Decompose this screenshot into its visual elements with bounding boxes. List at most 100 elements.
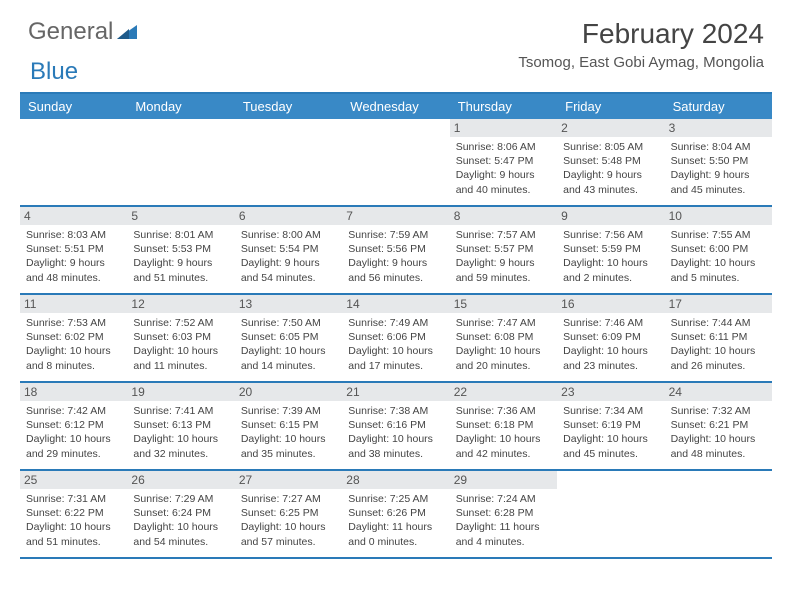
day-number: 2: [557, 119, 664, 137]
sun-info: Sunrise: 7:53 AMSunset: 6:02 PMDaylight:…: [26, 316, 121, 373]
title-block: February 2024 Tsomog, East Gobi Aymag, M…: [518, 18, 764, 71]
day-cell: 13 Sunrise: 7:50 AMSunset: 6:05 PMDayligh…: [235, 295, 342, 381]
empty-cell: [665, 471, 772, 557]
day-number: 19: [127, 383, 234, 401]
logo-word1: General: [28, 18, 113, 45]
day-number: 28: [342, 471, 449, 489]
sun-info: Sunrise: 7:41 AMSunset: 6:13 PMDaylight:…: [133, 404, 228, 461]
day-cell: 2 Sunrise: 8:05 AMSunset: 5:48 PMDaylight…: [557, 119, 664, 205]
sun-info: Sunrise: 7:36 AMSunset: 6:18 PMDaylight:…: [456, 404, 551, 461]
day-number: 27: [235, 471, 342, 489]
day-number: 14: [342, 295, 449, 313]
sun-info: Sunrise: 8:00 AMSunset: 5:54 PMDaylight:…: [241, 228, 336, 285]
day-cell: 10 Sunrise: 7:55 AMSunset: 6:00 PMDayligh…: [665, 207, 772, 293]
logo: General Blue: [28, 18, 137, 74]
day-number: 15: [450, 295, 557, 313]
sun-info: Sunrise: 7:56 AMSunset: 5:59 PMDaylight:…: [563, 228, 658, 285]
sun-info: Sunrise: 7:55 AMSunset: 6:00 PMDaylight:…: [671, 228, 766, 285]
day-cell: 19 Sunrise: 7:41 AMSunset: 6:13 PMDayligh…: [127, 383, 234, 469]
sun-info: Sunrise: 8:03 AMSunset: 5:51 PMDaylight:…: [26, 228, 121, 285]
day-cell: 20Sunrise: 7:39 AMSunset: 6:15 PMDayligh…: [235, 383, 342, 469]
day-number: 18: [20, 383, 127, 401]
week-row: 4 Sunrise: 8:03 AMSunset: 5:51 PMDaylight…: [20, 207, 772, 295]
sun-info: Sunrise: 7:42 AMSunset: 6:12 PMDaylight:…: [26, 404, 121, 461]
day-cell: 3Sunrise: 8:04 AMSunset: 5:50 PMDaylight…: [665, 119, 772, 205]
sun-info: Sunrise: 7:27 AMSunset: 6:25 PMDaylight:…: [241, 492, 336, 549]
month-title: February 2024: [518, 18, 764, 50]
day-cell: 29Sunrise: 7:24 AMSunset: 6:28 PMDayligh…: [450, 471, 557, 557]
week-row: 25 Sunrise: 7:31 AMSunset: 6:22 PMDayligh…: [20, 471, 772, 559]
day-header-wednesday: Wednesday: [342, 94, 449, 119]
day-cell: 4 Sunrise: 8:03 AMSunset: 5:51 PMDaylight…: [20, 207, 127, 293]
logo-triangle-icon: [117, 23, 137, 39]
empty-cell: [20, 119, 127, 205]
sun-info: Sunrise: 8:06 AMSunset: 5:47 PMDaylight:…: [456, 140, 551, 197]
day-number: 23: [557, 383, 664, 401]
day-number: 16: [557, 295, 664, 313]
day-cell: 26 Sunrise: 7:29 AMSunset: 6:24 PMDayligh…: [127, 471, 234, 557]
day-cell: 1 Sunrise: 8:06 AMSunset: 5:47 PMDaylight…: [450, 119, 557, 205]
day-cell: 22Sunrise: 7:36 AMSunset: 6:18 PMDayligh…: [450, 383, 557, 469]
day-cell: 27 Sunrise: 7:27 AMSunset: 6:25 PMDayligh…: [235, 471, 342, 557]
day-cell: 6 Sunrise: 8:00 AMSunset: 5:54 PMDaylight…: [235, 207, 342, 293]
day-header-monday: Monday: [127, 94, 234, 119]
day-cell: 15 Sunrise: 7:47 AMSunset: 6:08 PMDayligh…: [450, 295, 557, 381]
week-row: 1 Sunrise: 8:06 AMSunset: 5:47 PMDaylight…: [20, 119, 772, 207]
calendar: SundayMondayTuesdayWednesdayThursdayFrid…: [20, 92, 772, 559]
empty-cell: [127, 119, 234, 205]
day-number: 4: [20, 207, 127, 225]
sun-info: Sunrise: 7:52 AMSunset: 6:03 PMDaylight:…: [133, 316, 228, 373]
day-number: 25: [20, 471, 127, 489]
sun-info: Sunrise: 7:47 AMSunset: 6:08 PMDaylight:…: [456, 316, 551, 373]
day-header-row: SundayMondayTuesdayWednesdayThursdayFrid…: [20, 92, 772, 119]
day-header-saturday: Saturday: [665, 94, 772, 119]
sun-info: Sunrise: 7:57 AMSunset: 5:57 PMDaylight:…: [456, 228, 551, 285]
empty-cell: [557, 471, 664, 557]
day-number: 1: [450, 119, 557, 137]
day-cell: 5Sunrise: 8:01 AMSunset: 5:53 PMDaylight…: [127, 207, 234, 293]
sun-info: Sunrise: 8:04 AMSunset: 5:50 PMDaylight:…: [671, 140, 766, 197]
day-number: 7: [342, 207, 449, 225]
sun-info: Sunrise: 7:50 AMSunset: 6:05 PMDaylight:…: [241, 316, 336, 373]
day-number: 24: [665, 383, 772, 401]
sun-info: Sunrise: 7:49 AMSunset: 6:06 PMDaylight:…: [348, 316, 443, 373]
day-cell: 11 Sunrise: 7:53 AMSunset: 6:02 PMDayligh…: [20, 295, 127, 381]
day-header-friday: Friday: [557, 94, 664, 119]
sun-info: Sunrise: 7:34 AMSunset: 6:19 PMDaylight:…: [563, 404, 658, 461]
day-number: 9: [557, 207, 664, 225]
day-cell: 18 Sunrise: 7:42 AMSunset: 6:12 PMDayligh…: [20, 383, 127, 469]
day-cell: 7Sunrise: 7:59 AMSunset: 5:56 PMDaylight…: [342, 207, 449, 293]
day-cell: 9 Sunrise: 7:56 AMSunset: 5:59 PMDaylight…: [557, 207, 664, 293]
day-number: 13: [235, 295, 342, 313]
day-number: 12: [127, 295, 234, 313]
day-header-sunday: Sunday: [20, 94, 127, 119]
day-number: 11: [20, 295, 127, 313]
day-number: 6: [235, 207, 342, 225]
day-cell: 17 Sunrise: 7:44 AMSunset: 6:11 PMDayligh…: [665, 295, 772, 381]
sun-info: Sunrise: 7:38 AMSunset: 6:16 PMDaylight:…: [348, 404, 443, 461]
week-row: 11 Sunrise: 7:53 AMSunset: 6:02 PMDayligh…: [20, 295, 772, 383]
day-cell: 12 Sunrise: 7:52 AMSunset: 6:03 PMDayligh…: [127, 295, 234, 381]
day-number: 8: [450, 207, 557, 225]
day-cell: 14 Sunrise: 7:49 AMSunset: 6:06 PMDayligh…: [342, 295, 449, 381]
sun-info: Sunrise: 8:05 AMSunset: 5:48 PMDaylight:…: [563, 140, 658, 197]
sun-info: Sunrise: 7:31 AMSunset: 6:22 PMDaylight:…: [26, 492, 121, 549]
empty-cell: [342, 119, 449, 205]
day-number: 26: [127, 471, 234, 489]
day-header-thursday: Thursday: [450, 94, 557, 119]
day-cell: 25 Sunrise: 7:31 AMSunset: 6:22 PMDayligh…: [20, 471, 127, 557]
sun-info: Sunrise: 7:46 AMSunset: 6:09 PMDaylight:…: [563, 316, 658, 373]
sun-info: Sunrise: 7:44 AMSunset: 6:11 PMDaylight:…: [671, 316, 766, 373]
day-number: 29: [450, 471, 557, 489]
sun-info: Sunrise: 7:29 AMSunset: 6:24 PMDaylight:…: [133, 492, 228, 549]
day-number: 10: [665, 207, 772, 225]
day-number: 20: [235, 383, 342, 401]
location-text: Tsomog, East Gobi Aymag, Mongolia: [518, 54, 764, 71]
day-number: 17: [665, 295, 772, 313]
week-row: 18 Sunrise: 7:42 AMSunset: 6:12 PMDayligh…: [20, 383, 772, 471]
header: General Blue February 2024 Tsomog, East …: [0, 0, 792, 82]
day-header-tuesday: Tuesday: [235, 94, 342, 119]
day-cell: 23 Sunrise: 7:34 AMSunset: 6:19 PMDayligh…: [557, 383, 664, 469]
sun-info: Sunrise: 7:32 AMSunset: 6:21 PMDaylight:…: [671, 404, 766, 461]
day-cell: 21Sunrise: 7:38 AMSunset: 6:16 PMDayligh…: [342, 383, 449, 469]
